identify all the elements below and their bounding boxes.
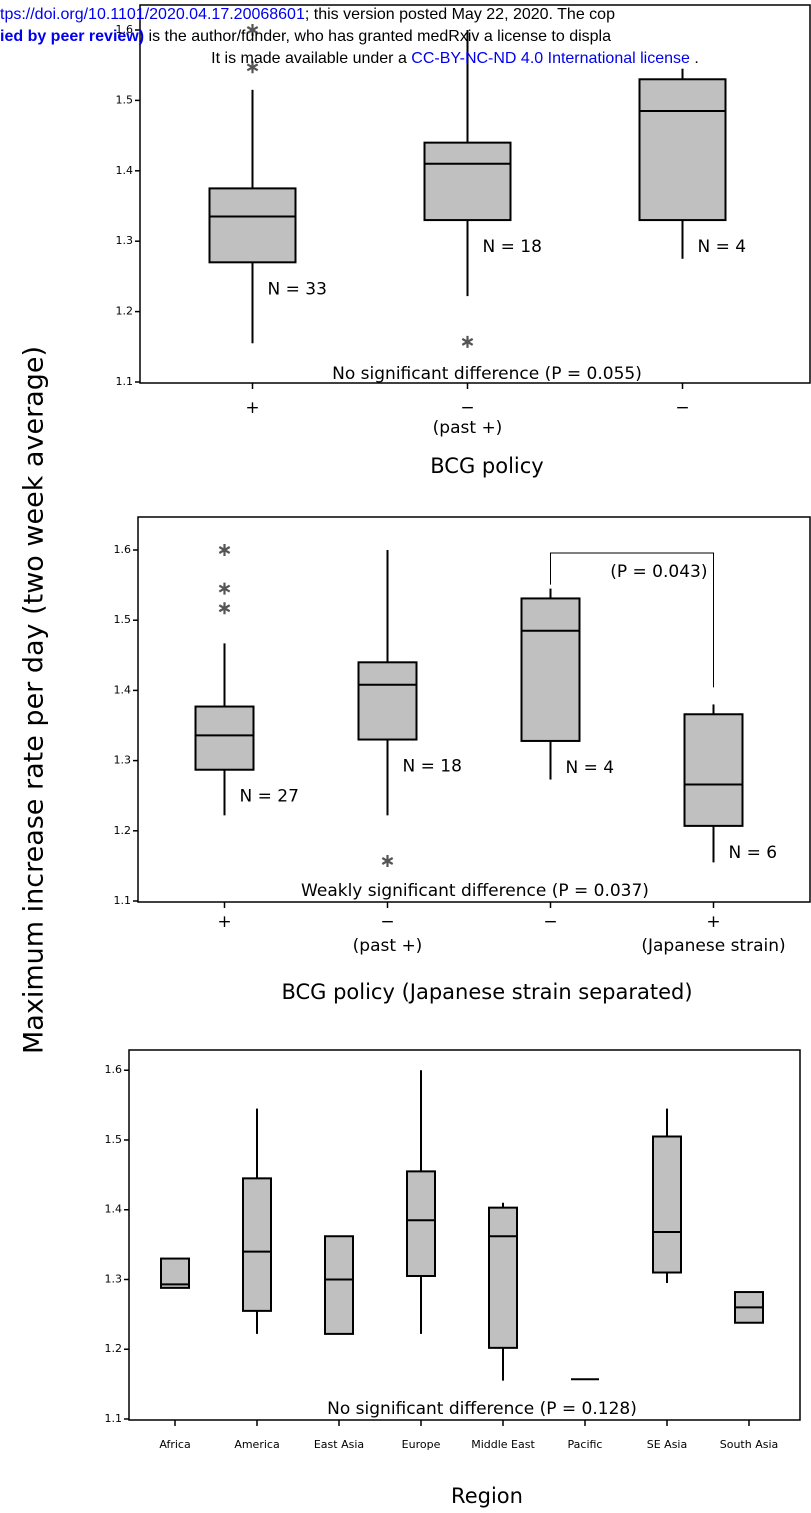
x-tick-label: − bbox=[380, 912, 394, 932]
n-label: N = 33 bbox=[268, 279, 327, 299]
outlier bbox=[218, 582, 231, 595]
box bbox=[683, 713, 744, 827]
outlier bbox=[246, 23, 259, 36]
x-tick-label: − bbox=[675, 398, 689, 418]
header-part: CC-BY-NC-ND 4.0 International license bbox=[411, 50, 690, 67]
x-axis-label: BCG policy (Japanese strain separated) bbox=[281, 980, 692, 1004]
y-tick-label: 1.6 bbox=[105, 1063, 123, 1076]
plot-area bbox=[137, 516, 811, 903]
box bbox=[208, 187, 297, 264]
n-label: N = 18 bbox=[483, 237, 542, 257]
y-tick-label: 1.5 bbox=[114, 613, 132, 626]
box bbox=[520, 597, 581, 742]
y-tick-label: 1.5 bbox=[105, 1133, 123, 1146]
x-tick-label: South Asia bbox=[720, 1438, 779, 1451]
bracket-label: (P = 0.043) bbox=[610, 562, 707, 582]
n-label: N = 4 bbox=[566, 758, 615, 778]
box bbox=[652, 1135, 682, 1274]
y-tick-label: 1.4 bbox=[114, 683, 132, 696]
box bbox=[357, 661, 418, 741]
header-part: It is made available under a bbox=[211, 50, 411, 67]
y-tick-label: 1.5 bbox=[116, 93, 134, 106]
y-tick-label: 1.2 bbox=[116, 305, 134, 318]
x-tick-label: − bbox=[543, 912, 557, 932]
outlier bbox=[218, 543, 231, 556]
box bbox=[194, 705, 255, 771]
n-label: N = 27 bbox=[240, 787, 299, 807]
header-part: . bbox=[690, 50, 699, 67]
outlier bbox=[246, 61, 259, 74]
x-tick-label: Europe bbox=[402, 1438, 441, 1451]
header-part: is the author/funder, who has granted me… bbox=[144, 28, 611, 45]
bracket bbox=[550, 552, 714, 688]
y-tick-label: 1.4 bbox=[105, 1203, 123, 1216]
x-tick-label: SE Asia bbox=[647, 1438, 687, 1451]
y-tick-label: 1.6 bbox=[114, 543, 132, 556]
box bbox=[423, 141, 512, 222]
x-tick-label: Africa bbox=[159, 1438, 190, 1451]
x-axis-label: Region bbox=[451, 1484, 523, 1508]
x-tick-label: + bbox=[217, 912, 231, 932]
x-tick-label: − bbox=[460, 398, 474, 418]
header-line: tps://doi.org/10.1101/2020.04.17.2006860… bbox=[0, 6, 615, 23]
y-tick-label: 1.6 bbox=[116, 23, 134, 36]
annotation: Weakly significant difference (P = 0.037… bbox=[301, 881, 649, 901]
header-part: tps://doi.org/10.1101/2020.04.17.2006860… bbox=[0, 6, 305, 23]
y-tick-label: 1.3 bbox=[116, 234, 134, 247]
y-axis-label: Maximum increase rate per day (two week … bbox=[19, 346, 50, 1054]
header-line: It is made available under a CC-BY-NC-ND… bbox=[211, 50, 699, 67]
x-tick-label: Pacific bbox=[568, 1438, 603, 1451]
x-tick-note: (past +) bbox=[353, 936, 423, 956]
plot-frame bbox=[137, 516, 811, 903]
n-label: N = 4 bbox=[698, 237, 747, 257]
plot-area bbox=[128, 1049, 801, 1421]
n-label: N = 6 bbox=[729, 843, 778, 863]
box bbox=[160, 1257, 190, 1289]
plot-frame bbox=[139, 4, 811, 384]
x-tick-label: Middle East bbox=[471, 1438, 535, 1451]
annotation: No significant difference (P = 0.055) bbox=[332, 364, 642, 384]
y-tick-label: 1.2 bbox=[114, 824, 132, 837]
box bbox=[638, 78, 727, 222]
box bbox=[488, 1206, 518, 1349]
header-part: ied by peer review) bbox=[0, 28, 144, 45]
box bbox=[406, 1170, 436, 1278]
x-tick-label: + bbox=[245, 398, 259, 418]
outlier bbox=[218, 602, 231, 615]
x-tick-note: (past +) bbox=[433, 418, 503, 438]
x-tick-note: (Japanese strain) bbox=[641, 936, 785, 956]
y-tick-label: 1.3 bbox=[105, 1272, 123, 1285]
plot-area bbox=[139, 4, 811, 384]
y-tick-label: 1.2 bbox=[105, 1342, 123, 1355]
x-axis-label: BCG policy bbox=[430, 454, 543, 478]
header-part: ; this version posted May 22, 2020. The … bbox=[305, 6, 615, 23]
x-tick-label: America bbox=[234, 1438, 279, 1451]
plot-frame bbox=[128, 1049, 801, 1421]
x-tick-label: East Asia bbox=[314, 1438, 364, 1451]
annotation: No significant difference (P = 0.128) bbox=[327, 1399, 637, 1419]
n-label: N = 18 bbox=[403, 757, 462, 777]
box bbox=[242, 1177, 272, 1312]
y-tick-label: 1.1 bbox=[114, 894, 132, 907]
header-line: ied by peer review) is the author/funder… bbox=[0, 28, 611, 45]
outlier bbox=[381, 854, 394, 867]
x-tick-label: + bbox=[706, 912, 720, 932]
box bbox=[324, 1235, 354, 1335]
outlier bbox=[461, 335, 474, 348]
y-tick-label: 1.3 bbox=[114, 754, 132, 767]
y-tick-label: 1.1 bbox=[105, 1412, 123, 1425]
y-tick-label: 1.4 bbox=[116, 164, 134, 177]
y-tick-label: 1.1 bbox=[116, 375, 134, 388]
